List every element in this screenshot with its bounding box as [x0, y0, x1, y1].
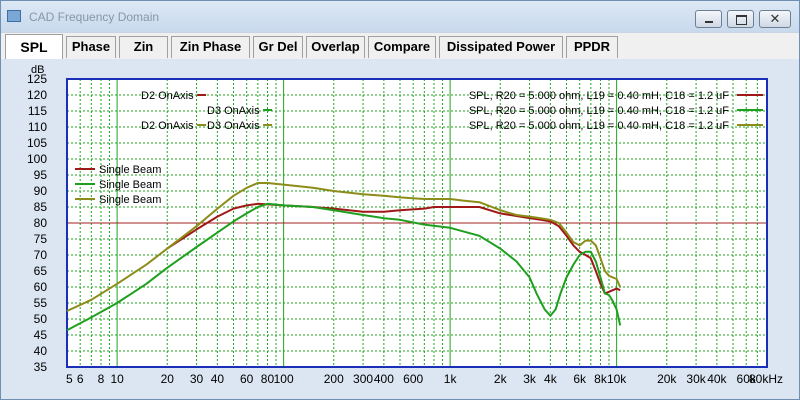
x-tick-label: 80 — [261, 372, 275, 386]
legend-left-label: D3 OnAxis — [207, 120, 260, 132]
tab-zin-phase[interactable]: Zin Phase — [171, 36, 250, 58]
x-tick-label: 80kHz — [749, 372, 783, 386]
close-icon: ✕ — [769, 11, 781, 26]
y-tick-label: 35 — [34, 360, 48, 374]
minimize-button[interactable] — [695, 10, 722, 28]
x-tick-label: 60 — [240, 372, 254, 386]
y-tick-label: 100 — [27, 152, 47, 166]
y-axis-label: dB — [31, 64, 44, 76]
legend-mid-label: Single Beam — [99, 179, 161, 191]
y-tick-label: 95 — [34, 168, 48, 182]
series-line-green[interactable] — [66, 202, 622, 332]
y-tick-label: 85 — [34, 200, 48, 214]
tab-ppdr[interactable]: PPDR — [566, 36, 618, 58]
y-tick-label: 125 — [27, 72, 47, 86]
tab-spl[interactable]: SPL — [5, 34, 63, 60]
y-tick-label: 110 — [28, 120, 47, 134]
x-tick-label: 8 — [98, 372, 105, 386]
x-tick-label: 20 — [161, 372, 175, 386]
window-title: CAD Frequency Domain — [29, 10, 160, 24]
y-tick-label: 115 — [28, 104, 47, 118]
x-tick-label: 5 — [66, 372, 73, 386]
tab-overlap[interactable]: Overlap — [306, 36, 365, 58]
x-tick-label: 6k — [573, 372, 587, 386]
legend-right-label: SPL, R20 = 5.000 ohm, L19 = 0.40 mH, C18… — [469, 90, 729, 102]
x-tick-label: 30k — [686, 372, 706, 386]
y-tick-label: 80 — [34, 216, 48, 230]
close-button[interactable]: ✕ — [759, 10, 791, 28]
legend-left-label: D3 OnAxis — [207, 105, 260, 117]
x-tick-label: 100 — [274, 372, 294, 386]
minimize-icon — [705, 21, 713, 23]
title-bar[interactable]: CAD Frequency Domain ✕ — [1, 1, 799, 32]
x-tick-label: 400 — [374, 372, 394, 386]
y-tick-label: 60 — [34, 280, 48, 294]
x-tick-label: 60k — [737, 372, 757, 386]
series-line-olive[interactable] — [66, 182, 622, 312]
tab-compare[interactable]: Compare — [368, 36, 436, 58]
x-tick-label: 20k — [657, 372, 677, 386]
x-tick-label: 30 — [190, 372, 204, 386]
legend-mid-label: Single Beam — [99, 164, 161, 176]
plot-frame — [66, 78, 768, 368]
x-tick-label: 4k — [544, 372, 558, 386]
maximize-icon — [736, 15, 747, 25]
plot-area: 35 40 45 50 55 60 65 70 75 80 85 90 95 100 105 110 115 12… — [1, 59, 799, 399]
y-tick-label: 120 — [27, 88, 47, 102]
x-tick-label: 3k — [523, 372, 537, 386]
app-icon — [7, 10, 21, 22]
tab-dissipated-power[interactable]: Dissipated Power — [439, 36, 563, 58]
tab-zin[interactable]: Zin — [119, 36, 168, 58]
x-tick-label: 1k — [444, 372, 458, 386]
series-line-red[interactable] — [166, 202, 621, 295]
legend-right-label: SPL, R20 = 5.000 ohm, L19 = 0.40 mH, C18… — [469, 120, 729, 132]
x-tick-label: 40 — [211, 372, 225, 386]
tab-bar: SPL Phase Zin Zin Phase Gr Del Overlap C… — [1, 32, 799, 60]
y-tick-label: 75 — [34, 232, 48, 246]
x-tick-label: 8k — [594, 372, 608, 386]
x-tick-label: 300 — [353, 372, 373, 386]
x-tick-label: 10 — [110, 372, 124, 386]
y-tick-label: 55 — [34, 296, 48, 310]
x-tick-label: 40k — [707, 372, 727, 386]
x-tick-label: 10k — [607, 372, 627, 386]
y-tick-label: 70 — [34, 248, 48, 262]
maximize-button[interactable] — [727, 10, 754, 28]
y-tick-label: 40 — [34, 344, 48, 358]
legend-left-label: D2 OnAxis — [141, 120, 194, 132]
y-tick-label: 90 — [34, 184, 48, 198]
legend-left-label: D2 OnAxis — [141, 90, 194, 102]
spl-chart[interactable]: 3540455055606570758085909510010511011512… — [1, 59, 799, 399]
y-tick-label: 65 — [34, 264, 48, 278]
legend-mid-label: Single Beam — [99, 194, 161, 206]
x-tick-label: 200 — [324, 372, 344, 386]
x-tick-label: 2k — [494, 372, 508, 386]
y-tick-label: 50 — [34, 312, 48, 326]
tab-phase[interactable]: Phase — [66, 36, 116, 58]
y-tick-label: 105 — [27, 136, 47, 150]
tab-gr-del[interactable]: Gr Del — [253, 36, 303, 58]
x-tick-label: 600 — [403, 372, 423, 386]
legend-right-label: SPL, R20 = 5.000 ohm, L19 = 0.40 mH, C18… — [469, 105, 729, 117]
y-tick-label: 45 — [34, 328, 48, 342]
x-tick-label: 6 — [77, 372, 84, 386]
